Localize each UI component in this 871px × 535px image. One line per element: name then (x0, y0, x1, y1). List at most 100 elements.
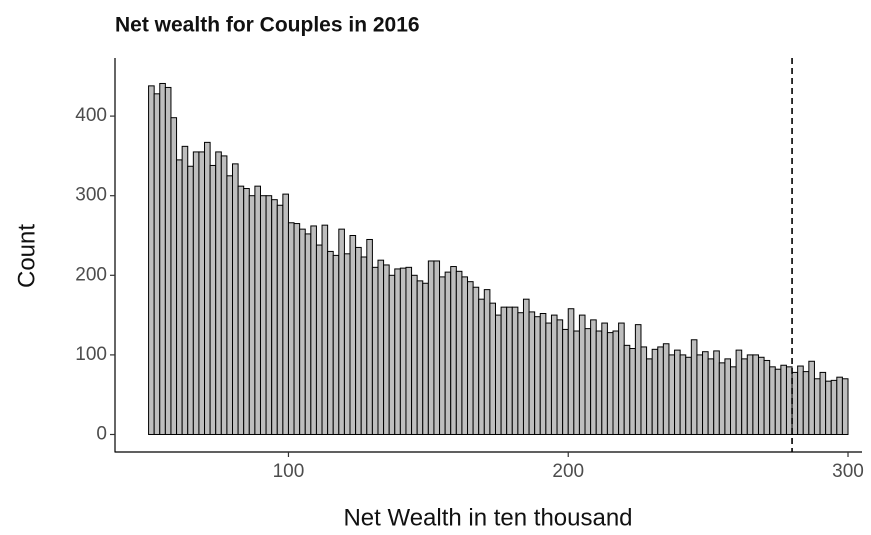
bar (388, 274, 396, 435)
bar (618, 322, 625, 435)
x-tick-label: 100 (273, 461, 305, 482)
bar (668, 354, 676, 435)
bar (176, 159, 183, 435)
bar (590, 319, 597, 435)
x-tick-label: 300 (832, 461, 864, 482)
bar (383, 264, 390, 435)
bar (595, 330, 603, 435)
bar (310, 225, 317, 435)
bar (707, 358, 715, 435)
bar (841, 378, 849, 435)
bar (366, 238, 373, 435)
y-tick-label: 400 (75, 105, 107, 126)
bar (215, 151, 222, 435)
bar (651, 348, 659, 435)
bar (662, 343, 670, 435)
bar (702, 351, 709, 435)
bar (550, 314, 558, 435)
bar (696, 354, 704, 435)
bar (623, 344, 631, 435)
bar (461, 276, 469, 435)
bar (276, 204, 284, 435)
bar (718, 362, 726, 435)
bar (489, 302, 496, 435)
bar (752, 354, 759, 435)
bar (355, 246, 362, 435)
bar (545, 322, 552, 435)
bar (343, 253, 351, 435)
bar (159, 82, 166, 435)
bar (612, 330, 620, 435)
bar (791, 371, 799, 435)
bar (657, 346, 664, 435)
bar (455, 270, 463, 435)
y-axis-label: Count (13, 224, 40, 288)
bar (562, 328, 569, 435)
bar (730, 366, 737, 435)
bar (304, 233, 312, 435)
bar (287, 222, 295, 435)
bar (198, 151, 206, 435)
bar (411, 274, 418, 435)
bar (763, 359, 771, 435)
bar (819, 371, 827, 435)
bar (506, 306, 513, 435)
bar (444, 271, 452, 435)
bar (293, 223, 301, 435)
bar (724, 358, 732, 435)
bar (467, 281, 474, 435)
bar (433, 260, 441, 435)
bar (427, 260, 435, 435)
bar (377, 259, 385, 435)
bar (394, 268, 401, 435)
bar (439, 276, 446, 435)
bar (629, 348, 636, 435)
bar (450, 266, 457, 435)
bar (327, 250, 334, 435)
bar (259, 195, 267, 435)
bar (685, 356, 692, 435)
bar (321, 224, 329, 435)
bar (735, 349, 743, 435)
bar (511, 306, 519, 435)
bar (192, 151, 200, 435)
bar (248, 195, 256, 435)
bar (741, 358, 748, 435)
bar (399, 267, 407, 435)
bar (746, 354, 754, 435)
bar (209, 164, 217, 435)
x-tick-label: 200 (552, 461, 584, 482)
bar (271, 199, 278, 435)
bar (405, 266, 413, 435)
bar (713, 350, 720, 435)
bar (757, 356, 765, 435)
chart-title: Net wealth for Couples in 2016 (115, 14, 420, 37)
bar (164, 86, 172, 435)
bar (780, 364, 787, 435)
bar (584, 328, 592, 435)
bar (338, 228, 345, 435)
bar (690, 339, 698, 435)
bar (567, 308, 575, 435)
bar (813, 378, 821, 435)
bar (332, 254, 340, 435)
bar (360, 256, 368, 435)
bar (349, 234, 357, 435)
bar (170, 117, 178, 435)
bar (148, 85, 155, 435)
bar (578, 314, 586, 435)
bar (243, 188, 250, 435)
x-axis-label: Net Wealth in ten thousand (343, 504, 632, 531)
bar (153, 93, 161, 435)
bar (769, 366, 776, 435)
bar (187, 165, 194, 435)
bar (416, 280, 424, 435)
bar (802, 371, 810, 435)
bar (315, 244, 323, 435)
bar (237, 185, 245, 435)
bar (534, 316, 541, 435)
bar (646, 358, 653, 435)
bar (204, 141, 211, 435)
bar (634, 324, 642, 435)
